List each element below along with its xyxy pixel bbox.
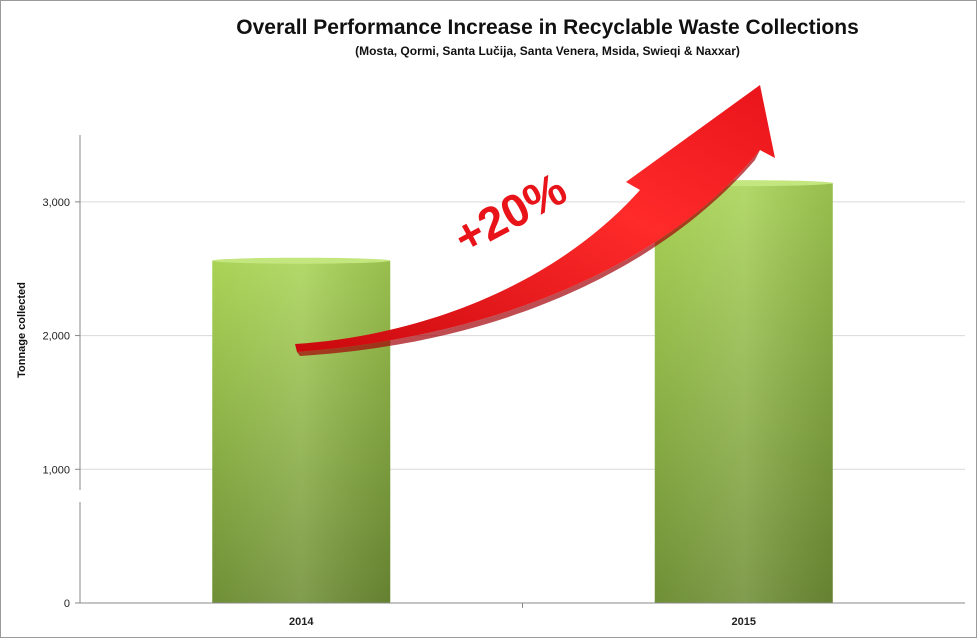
bar-shade-2015 <box>654 183 833 603</box>
x-tick-label-2015: 2015 <box>732 616 756 628</box>
y-tick-label: 2,000 <box>42 331 70 343</box>
y-tick-label: 1,000 <box>42 464 70 476</box>
x-tick-label-2014: 2014 <box>289 616 314 628</box>
growth-arrow <box>295 85 775 356</box>
growth-arrow-icon <box>295 85 775 352</box>
chart-subtitle: (Mosta, Qormi, Santa Lučija, Santa Vener… <box>355 44 740 58</box>
chart-title: Overall Performance Increase in Recyclab… <box>236 16 859 39</box>
bar-shade-2014 <box>212 260 391 603</box>
y-tick-label: 0 <box>64 598 70 610</box>
growth-annotation: +20% <box>445 162 574 264</box>
bar-top-2014 <box>212 257 391 264</box>
y-tick-label: 3,000 <box>42 197 70 209</box>
